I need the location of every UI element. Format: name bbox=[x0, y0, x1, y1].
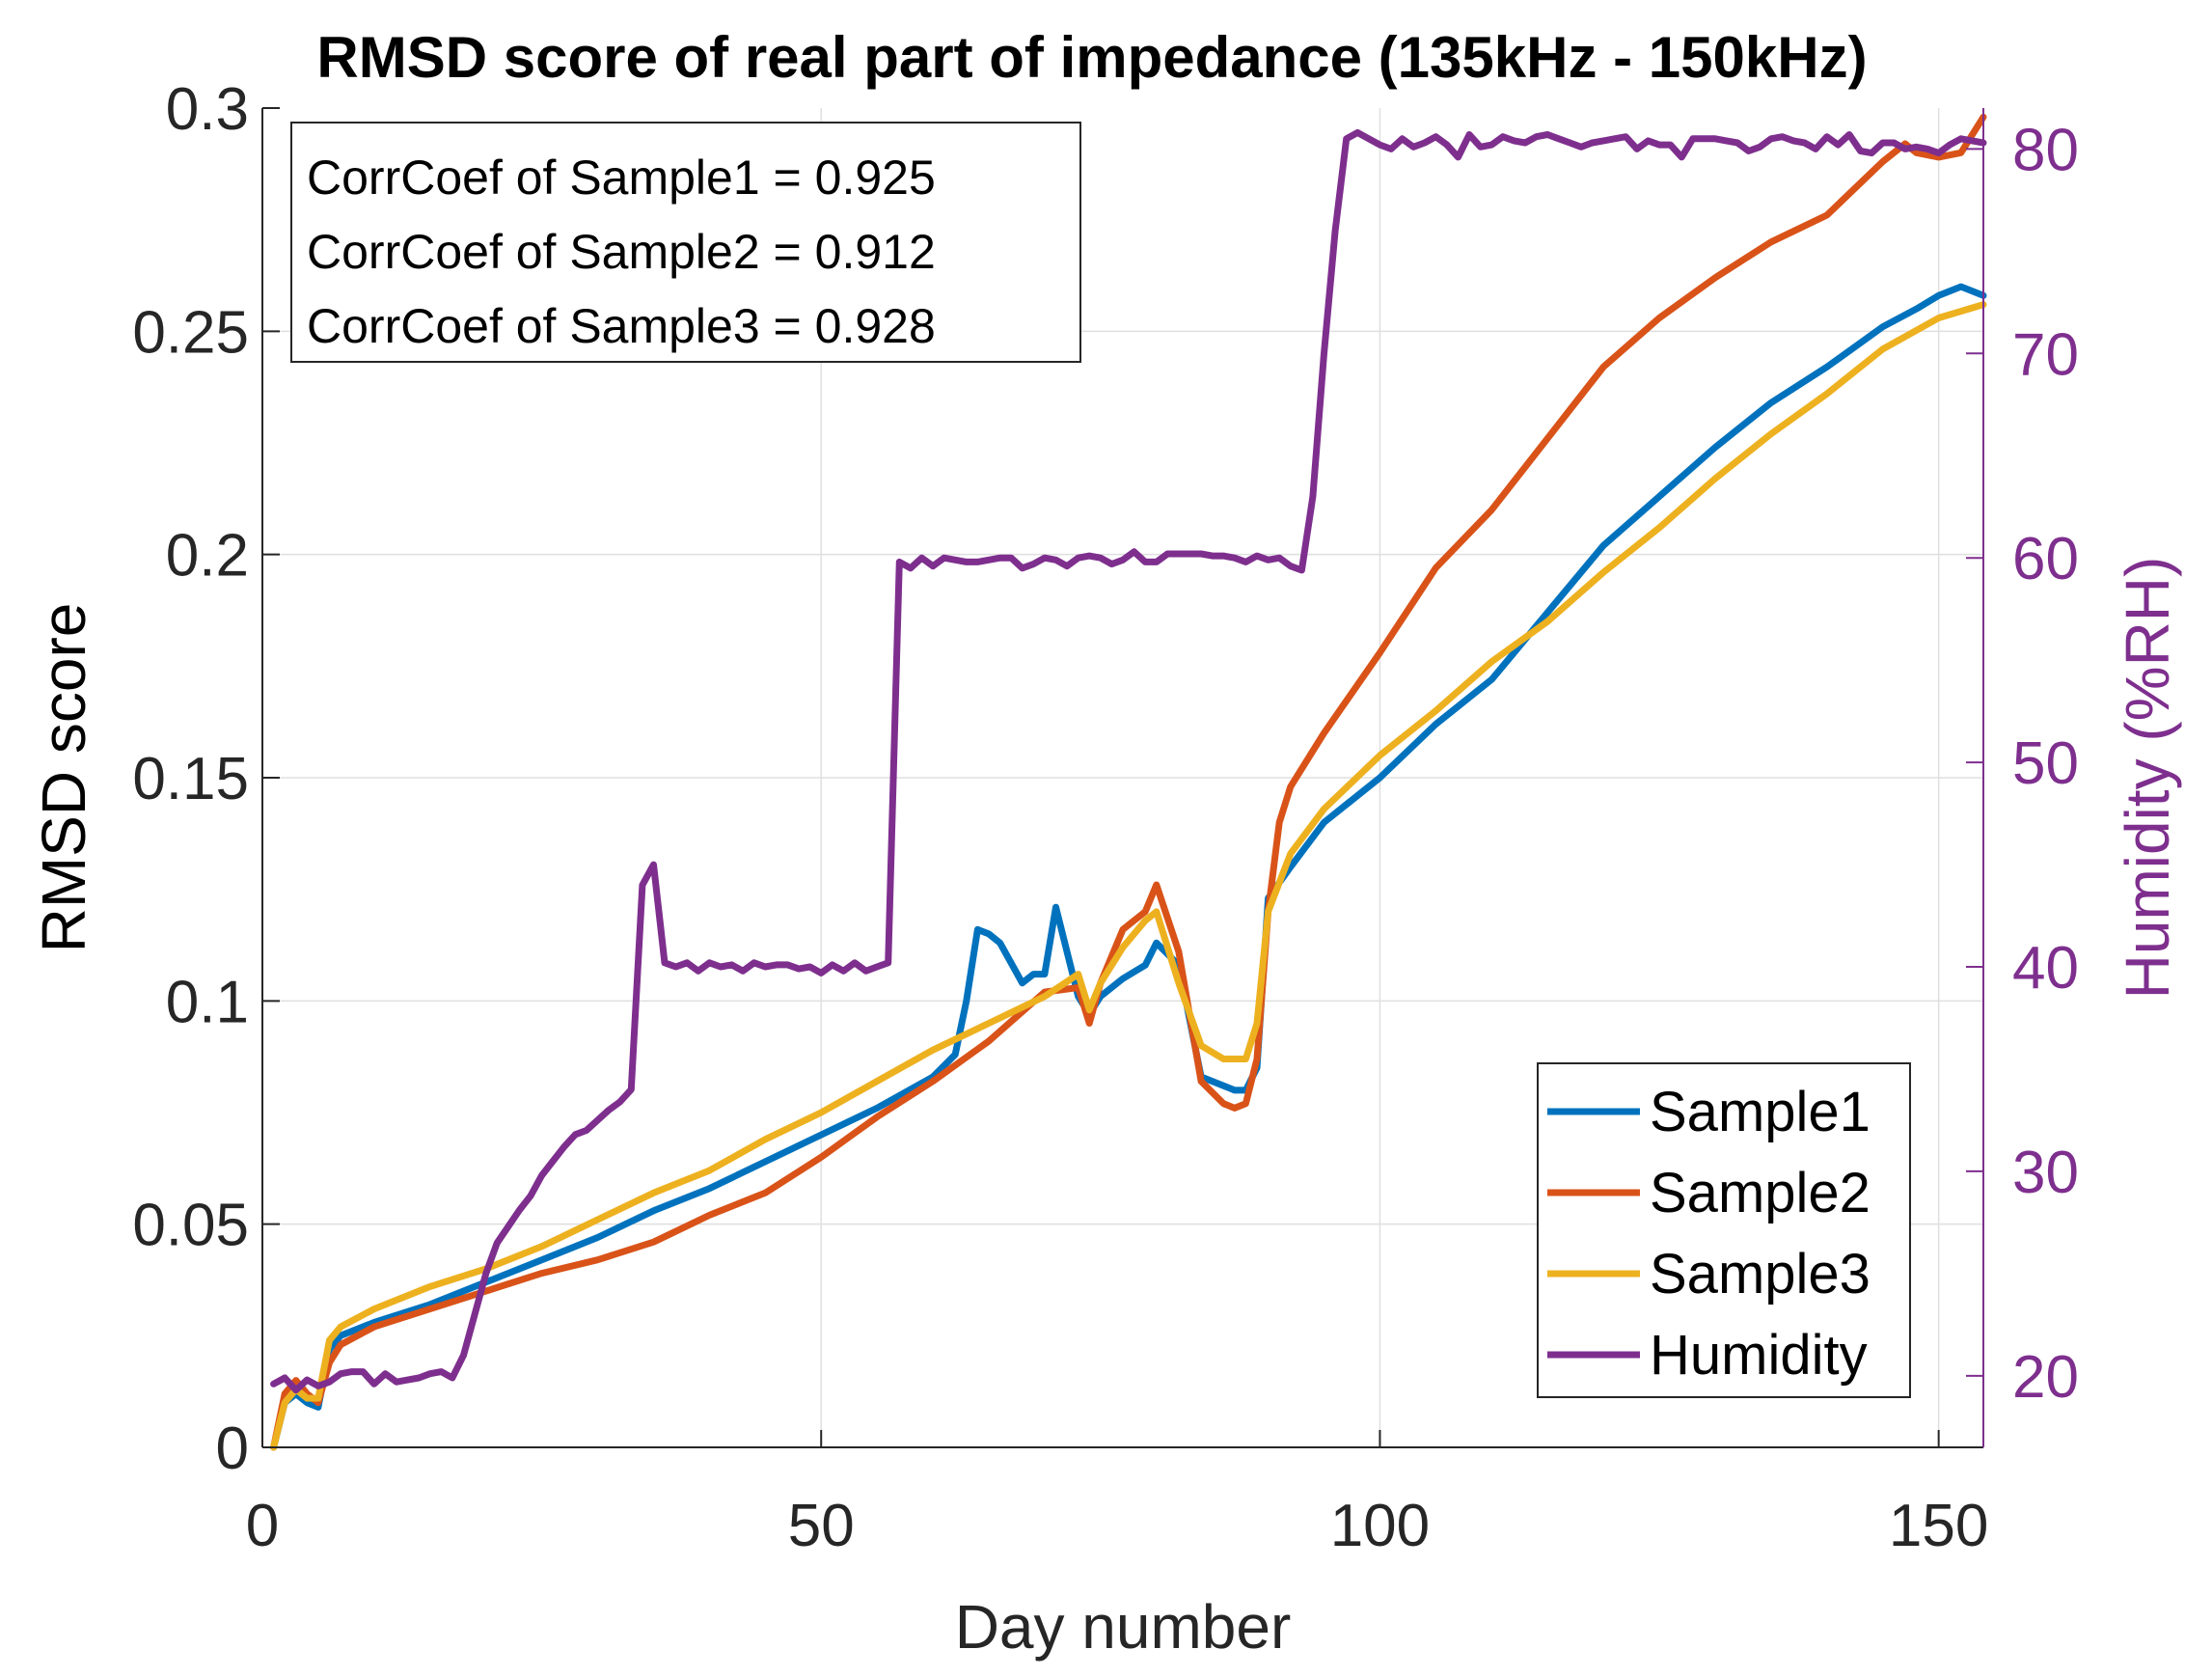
annotation-line-sample1: CorrCoef of Sample1 = 0.925 bbox=[307, 151, 936, 205]
x-tick-label: 100 bbox=[1330, 1493, 1430, 1559]
legend-label-sample1: Sample1 bbox=[1650, 1081, 1871, 1143]
annotation-line-sample3: CorrCoef of Sample3 = 0.928 bbox=[307, 299, 936, 353]
x-tick-label: 50 bbox=[788, 1493, 855, 1559]
y-tick-label: 0.1 bbox=[166, 969, 249, 1035]
series-line-sample2 bbox=[270, 113, 1987, 1451]
chart-title: RMSD score of real part of impedance (13… bbox=[316, 25, 1867, 90]
x-tick-label: 150 bbox=[1889, 1493, 1988, 1559]
right-y-tick-label: 70 bbox=[2012, 321, 2079, 388]
right-y-tick-label: 20 bbox=[2012, 1344, 2079, 1411]
y-tick-label: 0.05 bbox=[132, 1193, 249, 1259]
x-axis-label: Day number bbox=[955, 1592, 1292, 1662]
legend: Sample1 Sample2 Sample3 Humidity bbox=[1537, 1062, 1911, 1398]
legend-label-humidity: Humidity bbox=[1650, 1324, 1868, 1387]
y-tick-label: 0.25 bbox=[132, 299, 249, 366]
y-tick-label: 0 bbox=[216, 1416, 249, 1482]
right-y-axis-label: Humidity (%RH) bbox=[2113, 557, 2182, 1000]
right-y-tick-label: 60 bbox=[2012, 526, 2079, 592]
y-tick-label: 0.3 bbox=[166, 76, 249, 143]
right-y-tick-label: 50 bbox=[2012, 730, 2079, 797]
legend-label-sample3: Sample3 bbox=[1650, 1243, 1871, 1306]
annotation-frame bbox=[290, 122, 1081, 363]
annotation-line-sample2: CorrCoef of Sample2 = 0.912 bbox=[307, 225, 936, 279]
corrcoef-annotation: CorrCoef of Sample1 = 0.925 CorrCoef of … bbox=[290, 122, 1081, 363]
right-y-tick-label: 30 bbox=[2012, 1140, 2079, 1206]
y-tick-label: 0.2 bbox=[166, 523, 249, 590]
right-y-tick-label: 40 bbox=[2012, 935, 2079, 1002]
legend-label-sample2: Sample2 bbox=[1650, 1162, 1871, 1224]
axes-layer: 0 50 100 150 0 0.05 0.1 0.15 0.2 0.25 0.3 20 30 40 50 6… bbox=[132, 76, 2079, 1559]
y-axis-label: RMSD score bbox=[29, 603, 98, 953]
series-line-sample3 bbox=[270, 301, 1987, 1451]
y-tick-label: 0.15 bbox=[132, 746, 249, 812]
right-y-tick-label: 80 bbox=[2012, 117, 2079, 183]
x-tick-label: 0 bbox=[246, 1493, 279, 1559]
series-layer bbox=[270, 113, 1987, 1451]
series-line-humidity bbox=[270, 128, 1987, 1394]
legend-frame bbox=[1537, 1062, 1911, 1398]
